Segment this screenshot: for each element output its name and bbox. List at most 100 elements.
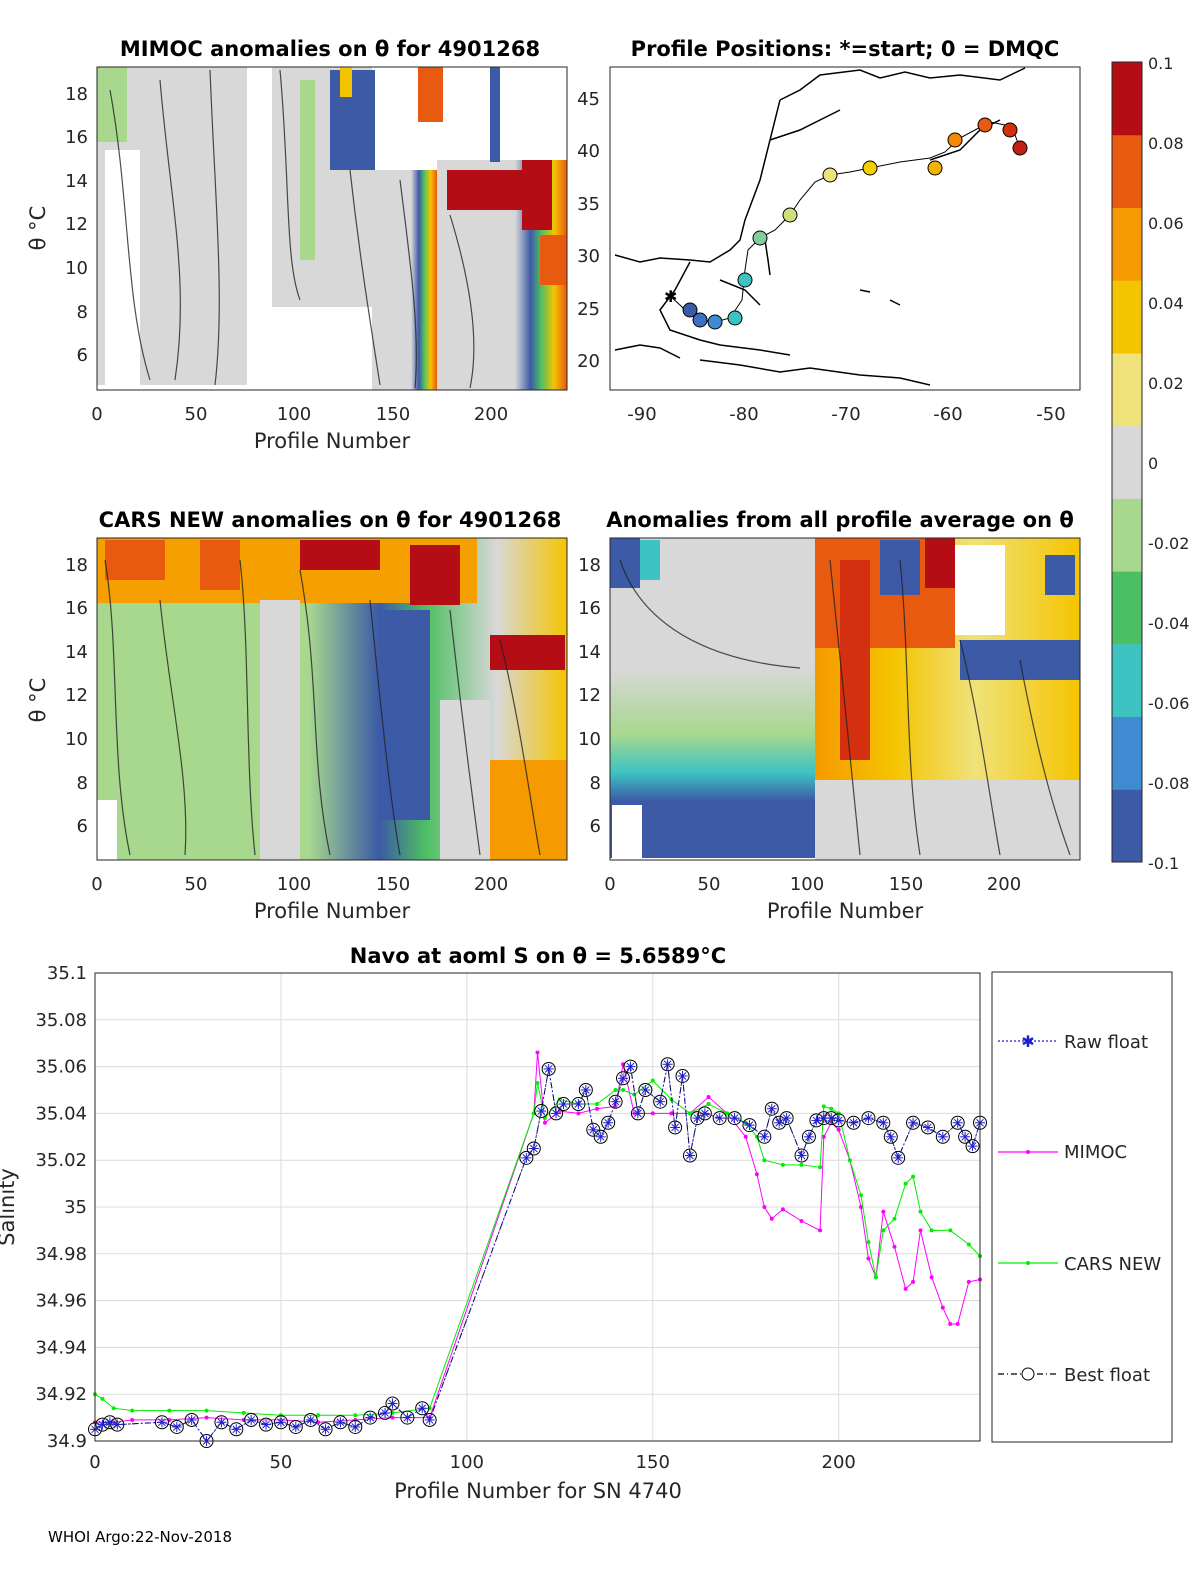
- data-point: [911, 1279, 916, 1284]
- data-point: [588, 1124, 599, 1135]
- allavg-xtick: 0: [604, 874, 615, 895]
- data-point: [699, 1108, 710, 1119]
- track-point: [927, 160, 943, 176]
- map-ytick: 20: [577, 351, 600, 372]
- data-point: [948, 1228, 953, 1233]
- data-point: [290, 1421, 301, 1432]
- legend: ✱ Raw float MIMOC CARS NEW Best float: [991, 971, 1173, 1443]
- data-point: [818, 1165, 823, 1170]
- colorbar-tick: 0.06: [1148, 214, 1184, 233]
- data-point: [316, 1413, 321, 1418]
- legend-label: Raw float: [1064, 1032, 1148, 1053]
- data-point: [650, 1111, 655, 1116]
- y-tick-label: 34.9: [47, 1431, 87, 1452]
- series-layer: [88, 1050, 987, 1448]
- data-point: [859, 1205, 864, 1209]
- asterisk-marker-icon: ✱: [1021, 1032, 1034, 1051]
- data-point: [821, 1104, 826, 1109]
- data-point: [754, 1172, 759, 1177]
- allavg-xtick: 200: [987, 874, 1021, 895]
- cars-xtick: 100: [277, 874, 311, 895]
- track-point: [782, 207, 798, 223]
- legend-box: [991, 971, 1173, 1443]
- data-point: [759, 1131, 770, 1142]
- data-point: [365, 1412, 376, 1423]
- colorbar-segment: [1112, 280, 1142, 354]
- data-point: [878, 1117, 889, 1128]
- data-point: [261, 1419, 272, 1430]
- map-xtick: -50: [1036, 404, 1065, 425]
- cars-y-ticks: 6 8 10 12 14 16 18: [65, 555, 88, 837]
- footer-note: WHOI Argo:22-Nov-2018: [48, 1528, 232, 1546]
- data-point: [156, 1417, 167, 1428]
- colorbar-segment: [1112, 62, 1142, 136]
- data-point: [130, 1408, 135, 1413]
- data-point: [595, 1131, 606, 1142]
- legend-label: MIMOC: [1064, 1142, 1127, 1163]
- mimoc-heatmap: [96, 66, 568, 391]
- cars-ytick: 12: [65, 685, 88, 706]
- colorbar-tick: 0.1: [1148, 54, 1173, 73]
- map-y-ticks: 20 25 30 35 40 45: [577, 89, 600, 372]
- y-tick-label: 35: [64, 1197, 87, 1218]
- colorbar-segments: [1112, 62, 1142, 863]
- salinity-chart: Navo at aoml S on θ = 5.6589°C 0 50 100 150…: [0, 944, 1173, 1503]
- data-point: [881, 1228, 886, 1233]
- data-point: [402, 1412, 413, 1423]
- chart-title: Navo at aoml S on θ = 5.6589°C: [350, 944, 726, 968]
- colorbar-segment: [1112, 716, 1142, 790]
- cars-ytick: 8: [77, 773, 88, 794]
- data-point: [847, 1158, 852, 1163]
- mimoc-xtick: 150: [376, 404, 410, 425]
- data-point: [766, 1103, 777, 1114]
- data-point: [353, 1413, 358, 1418]
- data-point: [818, 1113, 829, 1124]
- data-point: [781, 1113, 792, 1124]
- data-point: [803, 1131, 814, 1142]
- colorbar-segment: [1112, 643, 1142, 718]
- data-point: [893, 1152, 904, 1163]
- y-ticks: 34.9 34.92 34.94 34.96 34.98 35 35.02 35.04 35.0…: [35, 963, 87, 1452]
- data-point: [186, 1414, 197, 1425]
- y-tick-label: 34.96: [35, 1291, 87, 1312]
- colorbar-tick: 0: [1148, 454, 1158, 473]
- legend-label: CARS NEW: [1064, 1254, 1161, 1275]
- data-point: [241, 1410, 246, 1415]
- track-point: [862, 160, 878, 176]
- data-point: [130, 1417, 135, 1422]
- data-point: [908, 1117, 919, 1128]
- track-point: [947, 132, 963, 148]
- mimoc-ytick: 18: [65, 84, 88, 105]
- mimoc-ytick: 8: [77, 302, 88, 323]
- data-point: [743, 1134, 748, 1139]
- data-point: [216, 1417, 227, 1428]
- data-point: [892, 1244, 897, 1249]
- colorbar-tick: -0.06: [1148, 694, 1189, 713]
- data-point: [275, 1417, 286, 1428]
- track-point: [727, 310, 743, 326]
- data-point: [866, 1256, 871, 1261]
- data-point: [104, 1417, 115, 1428]
- data-point: [558, 1099, 569, 1110]
- data-point: [780, 1162, 785, 1167]
- data-point: [829, 1106, 834, 1111]
- mimoc-panel: MIMOC anomalies on θ for 4901268 0 50 10: [26, 37, 568, 453]
- cars-ytick: 6: [77, 816, 88, 837]
- data-point: [796, 1150, 807, 1161]
- y-tick-label: 35.08: [35, 1010, 87, 1031]
- cars-xtick: 150: [376, 874, 410, 895]
- mimoc-ytick: 12: [65, 214, 88, 235]
- cars-ylabel: θ °C: [26, 678, 50, 723]
- data-point: [417, 1403, 428, 1414]
- data-point: [167, 1408, 172, 1413]
- data-point: [937, 1131, 948, 1142]
- data-point: [918, 1228, 923, 1233]
- data-point: [100, 1396, 105, 1401]
- data-point: [551, 1108, 562, 1119]
- data-point: [903, 1181, 908, 1186]
- y-tick-label: 34.92: [35, 1384, 87, 1405]
- data-point: [632, 1092, 637, 1097]
- data-point: [650, 1078, 655, 1083]
- data-point: [677, 1070, 688, 1081]
- mimoc-ytick: 6: [77, 345, 88, 366]
